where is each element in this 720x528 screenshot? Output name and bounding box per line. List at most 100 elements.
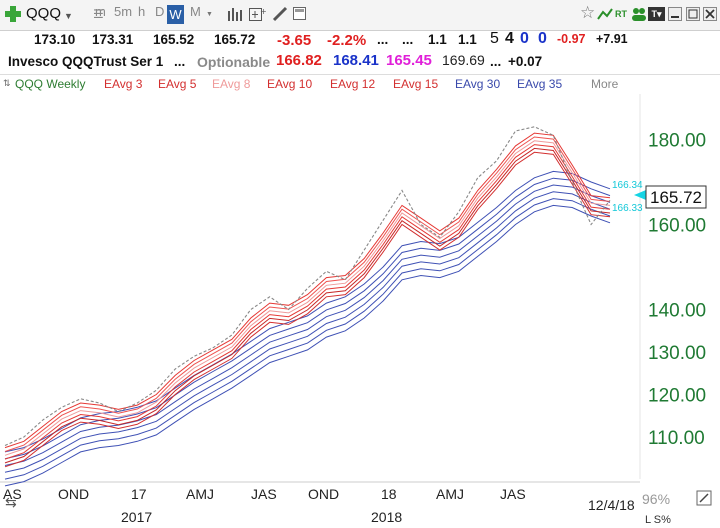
long-ema-line [4,170,611,453]
quote-last: 165.72 [214,32,256,47]
maximize-icon[interactable] [686,7,700,26]
long-ema-line [4,204,611,487]
quote-high: 173.31 [92,32,134,47]
study-eavg-35[interactable]: EAvg 35 [517,77,563,91]
last-price-box [645,185,707,209]
last-price-label: 165.72 [650,188,702,207]
sync-icon[interactable]: ⇆ [5,495,17,511]
symbol-dropdown-icon[interactable]: ▼ [64,11,73,21]
study-eavg-8[interactable]: EAvg 8 [212,77,251,91]
y-tick-label: 110.00 [648,428,705,449]
bar-chart-icon[interactable] [227,7,243,26]
long-ema-line [4,184,611,466]
price-chart[interactable]: 110.00 120.00 130.00 140.00 160.00 180.00 AS O… [0,94,720,528]
quote-change: -3.65 [277,32,312,49]
symbol-label[interactable]: QQQ [26,5,62,22]
favorite-star-icon[interactable]: ☆ [580,3,596,22]
long-ema-line [4,198,611,480]
x-tick-label: 17 [131,486,147,502]
ma-label-upper: 166.34 [612,180,643,191]
price-red: 166.82 [276,52,322,69]
tf-w-active[interactable]: W [167,5,184,24]
layout-icon[interactable] [293,6,307,27]
study-qqq-weekly[interactable]: QQQ Weekly [15,77,86,91]
price-magenta: 165.45 [386,52,432,69]
quote-count-5: 5 [490,30,499,47]
studies-collapse-icon[interactable]: ⇅ [3,78,11,88]
study-eavg-5[interactable]: EAvg 5 [158,77,197,91]
price-black: 169.69 [442,52,485,68]
add-study-icon[interactable]: + [249,6,267,27]
x-tick-label: OND [308,486,339,502]
rt-badge[interactable]: RT [615,9,627,19]
tf-month[interactable]: M [190,4,201,19]
tf-d[interactable]: D [155,4,165,19]
svg-text:+: + [260,7,266,16]
close-icon[interactable] [703,7,717,26]
long-ema-line [4,191,611,473]
chart-link-icon[interactable] [597,7,613,26]
quote-low: 165.52 [153,32,195,47]
x-axis: AS OND 17 AMJ JAS OND 18 AMJ JAS 12/4/18 2017 2018 [3,486,635,525]
x-tick-label: JAS [251,486,277,502]
study-eavg-10[interactable]: EAvg 10 [267,77,313,91]
x-tick-label: 12/4/18 [588,497,635,513]
short-ema-line [4,132,611,449]
y-axis: 110.00 120.00 130.00 140.00 160.00 180.00 [648,131,706,450]
quote-dots-1: ... [377,32,389,47]
quote-dots-2: ... [402,32,414,47]
quote-row: 173.10 173.31 165.52 165.72 -3.65 -2.2% … [0,30,720,52]
x-tick-label: AMJ [186,486,214,502]
study-more[interactable]: More [591,77,619,91]
add-symbol-icon[interactable] [5,6,21,22]
x-tick-label: JAS [500,486,526,502]
minimize-icon[interactable] [668,7,682,26]
last-price-arrow [634,190,646,200]
study-eavg-3[interactable]: EAvg 3 [104,77,143,91]
y-tick-label: 140.00 [648,301,706,322]
tv-badge[interactable]: T▾ [648,7,665,21]
quote-vol-2: 1.1 [458,32,477,47]
people-icon[interactable] [631,7,647,27]
long-ema-line [4,177,611,460]
instrument-name: Invesco QQQTrust Ser 1 [8,54,164,69]
quote-count-0b: 0 [538,30,547,47]
study-dropdowns [0,79,720,89]
price-line [4,126,611,447]
series-layer [4,126,611,487]
study-eavg-15[interactable]: EAvg 15 [393,77,439,91]
instrument-row: Invesco QQQTrust Ser 1 ... Optionable 16… [0,52,720,74]
zoom-percent[interactable]: 96% [642,491,670,507]
svg-text:⇆: ⇆ [5,495,17,511]
chart-toolbar: QQQ ▼ ☰ m 5m h D W M ▼ + ☆ RT T▾ [0,0,720,31]
quote-change-2: -0.97 [557,32,586,46]
short-ema-line [4,147,611,464]
year-label: 2017 [121,509,152,525]
quote-change-pct: -2.2% [327,32,367,49]
year-label: 2018 [371,509,402,525]
log-scale-toggle[interactable]: L S% [645,514,671,526]
y-tick-label: 120.00 [648,386,706,407]
study-eavg-30[interactable]: EAvg 30 [455,77,501,91]
quote-count-0a: 0 [520,30,529,47]
draw-pencil-icon[interactable] [272,6,288,27]
x-tick-label: AS [3,486,22,502]
name-dots: ... [174,54,186,69]
tf-5m[interactable]: 5m [114,4,133,19]
price-change-small: +0.07 [508,54,543,69]
tf-dropdown-icon[interactable]: ▼ [206,11,213,18]
short-ema-line [4,140,611,456]
tf-h[interactable]: h [138,4,146,19]
quote-vol-1: 1.1 [428,32,447,47]
expand-icon[interactable] [696,490,712,506]
short-ema-line [4,144,611,460]
menu-icon[interactable]: ☰ [93,7,104,21]
tf-m[interactable]: m [95,4,106,19]
study-eavg-12[interactable]: EAvg 12 [330,77,376,91]
y-tick-label: 130.00 [648,343,706,364]
quote-count-4: 4 [505,30,514,47]
studies-bar: ⇅ QQQ Weekly EAvg 3 EAvg 5 EAvg 8 EAvg 1… [0,74,720,95]
quote-change-3: +7.91 [596,32,628,46]
ma-label-lower: 166.33 [612,203,643,214]
x-tick-label: AMJ [436,486,464,502]
